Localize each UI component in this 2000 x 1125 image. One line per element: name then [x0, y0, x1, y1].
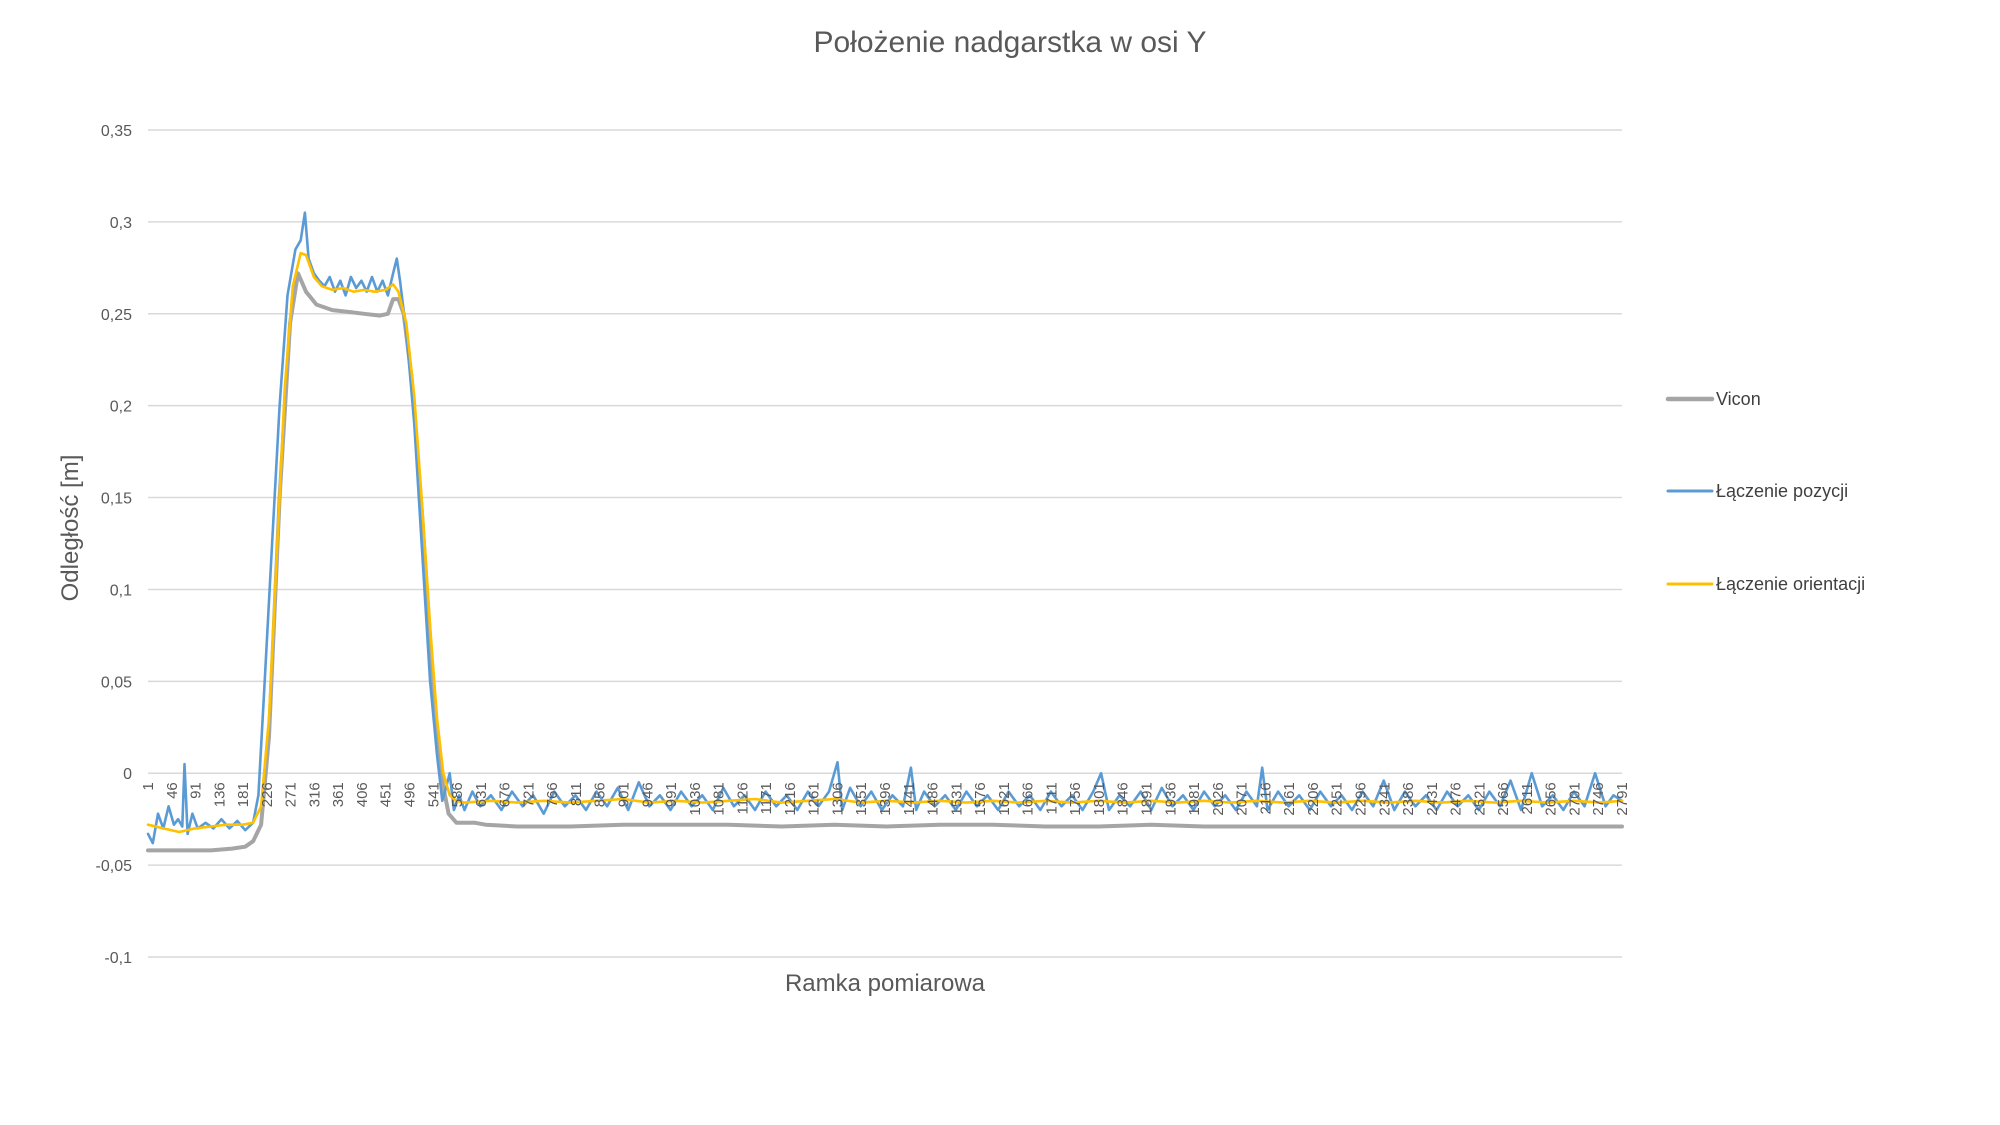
x-tick-label: 271	[283, 782, 300, 807]
y-axis-ticks: 0,35 0,3 0,25 0,2 0,15 0,1 0,05 0 -0,05 -0,1	[96, 123, 133, 967]
x-tick-label: 1801	[1091, 782, 1108, 815]
legend-label: Łączenie pozycji	[1716, 481, 1848, 501]
x-tick-label: 226	[259, 782, 276, 807]
x-tick-label: 2521	[1471, 782, 1488, 815]
x-tick-label: 406	[354, 782, 371, 807]
x-tick-label: 2611	[1519, 782, 1536, 814]
x-tick-label: 316	[306, 782, 323, 807]
legend: Vicon Łączenie pozycji Łączenie orientacji	[1665, 389, 1865, 594]
y-tick-label: 0,25	[101, 307, 132, 324]
x-tick-label: 1081	[711, 782, 728, 815]
y-tick-label: 0,35	[101, 123, 132, 140]
x-tick-label: 496	[402, 782, 419, 807]
x-tick-label: 1981	[1186, 782, 1203, 815]
x-tick-label: 1666	[1020, 782, 1037, 815]
series-line-1	[146, 271, 1624, 853]
x-tick-label: 2566	[1495, 782, 1512, 815]
x-tick-label: 1846	[1115, 782, 1132, 815]
x-tick-label: 811	[568, 782, 585, 806]
x-tick-label: 676	[497, 782, 514, 807]
x-tick-label: 2206	[1305, 782, 1322, 815]
x-tick-label: 766	[544, 782, 561, 807]
x-tick-label: 2251	[1329, 782, 1346, 815]
y-tick-label: 0,1	[110, 582, 132, 599]
x-tick-label: 181	[235, 782, 252, 807]
x-tick-label: 1486	[925, 782, 942, 815]
x-tick-label: 2701	[1567, 782, 1584, 815]
x-tick-label: 901	[616, 782, 633, 807]
x-tick-label: 1441	[901, 782, 918, 815]
x-tick-label: 721	[520, 782, 537, 807]
x-tick-label: 1576	[972, 782, 989, 815]
x-tick-label: 1306	[830, 782, 847, 815]
x-tick-label: 1711	[1043, 782, 1060, 814]
x-tick-label: 2341	[1376, 782, 1393, 815]
x-tick-label: 46	[164, 782, 181, 799]
x-tick-label: 541	[425, 782, 442, 807]
x-tick-label: 361	[330, 782, 347, 807]
y-tick-label: 0,15	[101, 491, 132, 508]
x-tick-label: 1396	[877, 782, 894, 815]
x-tick-label: 1	[140, 782, 157, 790]
x-tick-label: 1351	[853, 782, 870, 815]
x-tick-label: 2476	[1448, 782, 1465, 815]
x-tick-label: 1261	[806, 782, 823, 815]
chart-title: Położenie nadgarstka w osi Y	[813, 26, 1206, 59]
series-line-3	[146, 251, 1624, 834]
x-tick-label: 991	[663, 782, 680, 807]
x-tick-label: 2746	[1590, 782, 1607, 815]
series-lines	[146, 211, 1624, 853]
x-tick-label: 1171	[758, 782, 775, 814]
legend-label: Łączenie orientacji	[1716, 574, 1865, 594]
x-tick-label: 2161	[1281, 782, 1298, 815]
x-tick-label: 1126	[734, 782, 751, 814]
x-tick-label: 2026	[1210, 782, 1227, 815]
x-tick-label: 2791	[1614, 782, 1631, 815]
x-tick-label: 1891	[1139, 782, 1156, 815]
x-tick-label: 136	[211, 782, 228, 807]
x-tick-label: 586	[449, 782, 466, 807]
x-tick-label: 1621	[996, 782, 1013, 815]
y-tick-label: 0,3	[110, 215, 132, 232]
legend-label: Vicon	[1716, 389, 1761, 409]
x-tick-label: 1756	[1067, 782, 1084, 815]
x-tick-label: 1936	[1162, 782, 1179, 815]
x-tick-label: 1216	[782, 782, 799, 815]
gridlines	[148, 129, 1622, 958]
x-tick-label: 2071	[1234, 782, 1251, 815]
x-tick-label: 1036	[687, 782, 704, 815]
x-axis-ticks: 1 46 91 136 181 226 271 316 361 406 451 496 541 586 63…	[140, 782, 1631, 815]
x-tick-label: 91	[188, 782, 205, 799]
x-tick-label: 631	[473, 782, 490, 807]
x-tick-label: 1531	[948, 782, 965, 815]
x-axis-title: Ramka pomiarowa	[785, 970, 986, 997]
x-tick-label: 2386	[1400, 782, 1417, 815]
y-tick-label: 0	[123, 766, 132, 783]
series-line-2	[146, 211, 1624, 845]
x-tick-label: 946	[639, 782, 656, 807]
x-tick-label: 2296	[1353, 782, 1370, 815]
y-axis-title: Odległość [m]	[57, 455, 84, 602]
x-tick-label: 2431	[1424, 782, 1441, 815]
x-tick-label: 2116	[1257, 782, 1274, 814]
y-tick-label: 0,2	[110, 399, 132, 416]
y-tick-label: -0,1	[104, 950, 132, 967]
y-tick-label: -0,05	[96, 858, 133, 875]
x-tick-label: 451	[378, 782, 395, 807]
x-tick-label: 856	[592, 782, 609, 807]
y-tick-label: 0,05	[101, 674, 132, 691]
x-tick-label: 2656	[1543, 782, 1560, 815]
